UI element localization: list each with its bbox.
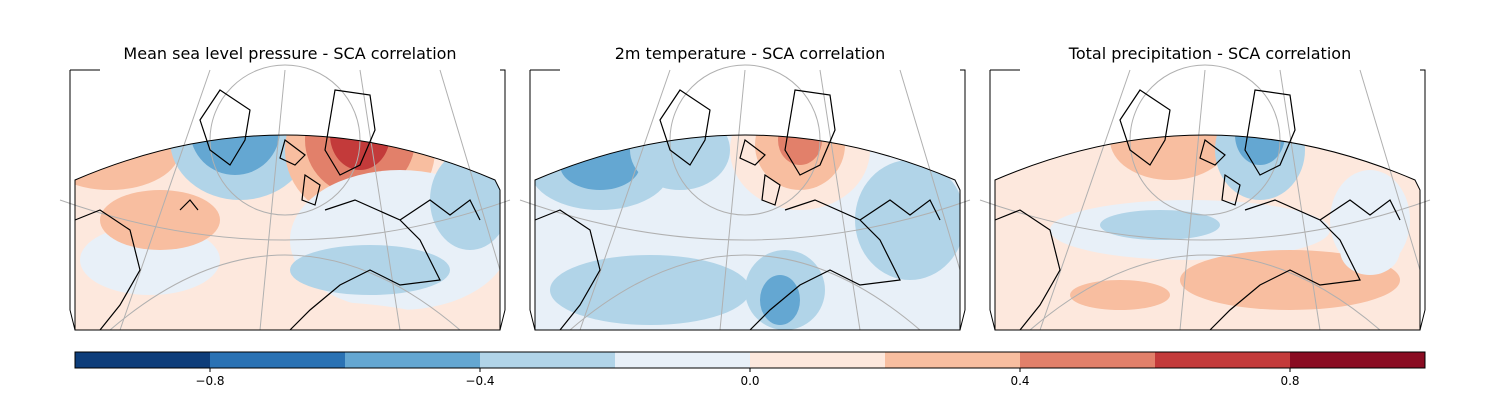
colorbar-bin — [885, 352, 1020, 368]
colorbar-tick-label: 0.8 — [1280, 374, 1299, 388]
map-panel-msl — [59, 64, 511, 331]
panel-title-msl: Mean sea level pressure - SCA correlatio… — [123, 44, 457, 63]
colorbar-bin — [750, 352, 885, 368]
colorbar-bin — [75, 352, 210, 368]
map-panel-tp — [979, 64, 1431, 331]
colorbar-tick-label: 0.0 — [740, 374, 759, 388]
panel-title-t2m: 2m temperature - SCA correlation — [614, 44, 886, 63]
correlation-field-tp — [995, 135, 1420, 330]
colorbar-tick-label: 0.4 — [1010, 374, 1029, 388]
colorbar-bin — [210, 352, 345, 368]
map-frame-msl — [69, 69, 506, 331]
colorbar-tick-label: −0.8 — [195, 374, 224, 388]
colorbar-bin — [1290, 352, 1425, 368]
colorbar-bin — [615, 352, 750, 368]
coastlines-tp — [994, 89, 1401, 331]
colorbar-bin — [1155, 352, 1290, 368]
colorbar-tick-label: −0.4 — [465, 374, 494, 388]
correlation-field-msl — [75, 135, 500, 330]
map-frame-t2m — [529, 69, 966, 331]
coastlines-msl — [74, 89, 481, 331]
colorbar-bin — [480, 352, 615, 368]
graticule-t2m — [519, 64, 971, 331]
map-panel-t2m — [519, 64, 971, 331]
colorbar-bin — [1020, 352, 1155, 368]
colorbar-bin — [345, 352, 480, 368]
graticule-msl — [59, 64, 511, 331]
colorbar: −0.8 −0.4 0.0 0.4 0.8 — [74, 351, 1426, 388]
coastlines-t2m — [534, 89, 941, 331]
panel-title-tp: Total precipitation - SCA correlation — [1068, 44, 1352, 63]
correlation-field-t2m — [535, 135, 960, 330]
map-frame-tp — [989, 69, 1426, 331]
